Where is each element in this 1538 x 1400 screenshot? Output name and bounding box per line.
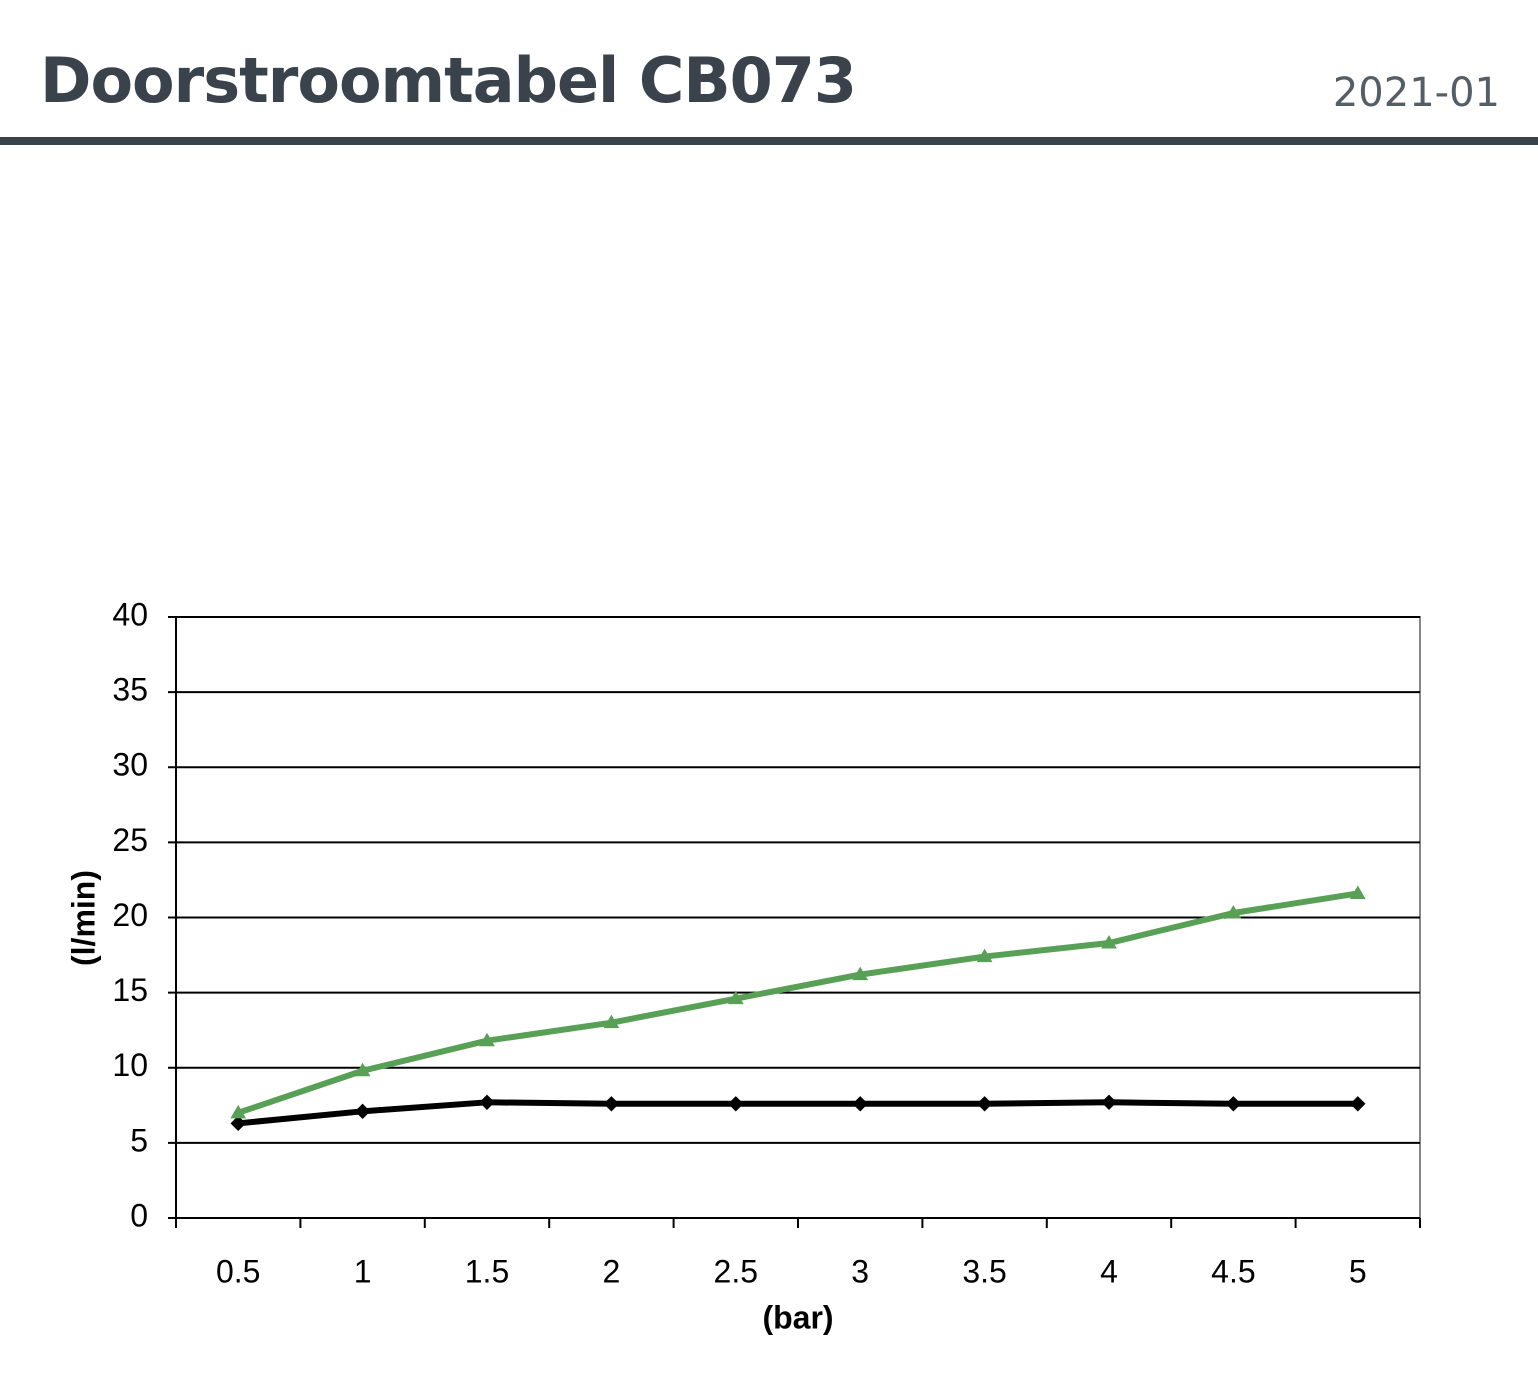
x-tick-label: 3.5 (962, 1253, 1006, 1289)
series-marker (1350, 1096, 1366, 1112)
series-line (237, 1099, 1358, 1127)
x-tick-label: 2 (603, 1253, 621, 1289)
series-marker (728, 1096, 744, 1112)
x-tick-label: 5 (1349, 1253, 1367, 1289)
series-marker (479, 1032, 495, 1047)
x-tick-label: 4.5 (1211, 1253, 1255, 1289)
y-tick-label: 20 (112, 897, 148, 933)
series-marker (354, 1062, 371, 1077)
series-marker (976, 1096, 993, 1112)
y-tick-label: 30 (112, 747, 148, 783)
series-marker (852, 966, 869, 981)
series-line (237, 890, 1359, 1116)
series-marker (1225, 904, 1242, 919)
series-marker (727, 990, 744, 1005)
header-rule (0, 137, 1538, 145)
x-tick-label: 3 (851, 1253, 869, 1289)
series-marker (230, 1104, 247, 1119)
x-tick-label: 0.5 (216, 1253, 260, 1289)
series-marker (1225, 1096, 1242, 1112)
y-tick-label: 25 (112, 822, 148, 858)
series-marker (603, 1096, 620, 1112)
y-tick-label: 5 (130, 1122, 148, 1158)
series-marker (1349, 885, 1366, 899)
y-tick-label: 0 (130, 1197, 148, 1233)
page-title: Doorstroomtabel CB073 (40, 44, 857, 117)
series-marker (976, 948, 993, 963)
series-marker (230, 1115, 246, 1132)
y-tick-label: 40 (112, 596, 148, 632)
x-tick-label: 1 (354, 1253, 372, 1289)
header: Doorstroomtabel CB073 2021-01 (0, 0, 1538, 146)
y-tick-label: 15 (112, 972, 148, 1008)
x-tick-label: 4 (1100, 1253, 1118, 1289)
page-date: 2021-01 (1332, 70, 1500, 116)
x-tick-label: 2.5 (714, 1253, 758, 1289)
series-marker (603, 1014, 620, 1029)
y-tick-label: 35 (112, 672, 148, 708)
series-marker (354, 1103, 371, 1120)
y-tick-label: 10 (112, 1047, 148, 1083)
x-tick-label: 1.5 (465, 1253, 509, 1289)
series-marker (1101, 935, 1117, 949)
series-marker (1101, 1094, 1117, 1111)
y-axis-label: (l/min) (65, 870, 101, 966)
series-marker (479, 1094, 495, 1111)
series-marker (852, 1096, 868, 1112)
x-axis-label: (bar) (762, 1299, 833, 1335)
